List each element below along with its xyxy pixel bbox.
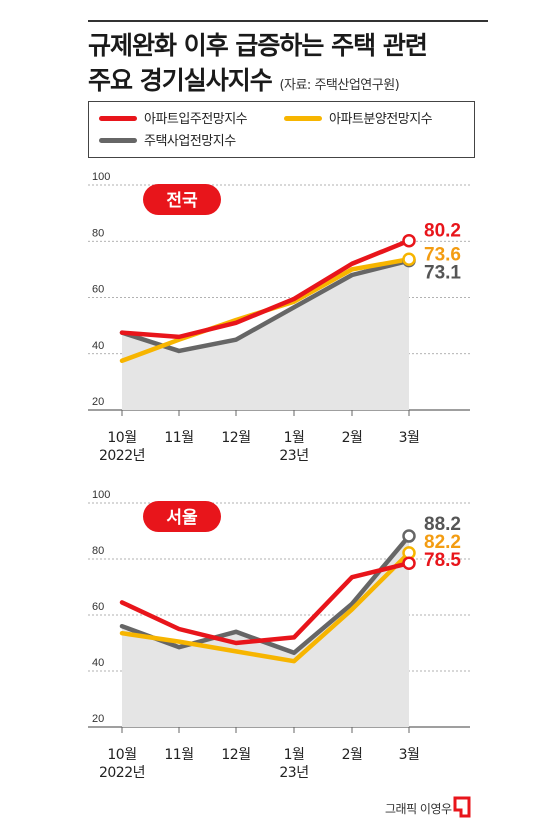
national-x-label: 2022년 [99, 448, 145, 464]
national-series-line-0 [119, 238, 412, 340]
national-title-badge [143, 184, 221, 215]
seoul-end-marker-2 [402, 529, 416, 543]
seoul-x-label: 11월 [164, 747, 193, 763]
seoul-x-label: 12월 [221, 747, 250, 763]
national-x-label: 12월 [221, 430, 250, 446]
national-x-label: 2월 [342, 430, 363, 446]
seoul-x-label: 23년 [279, 765, 308, 781]
national-end-marker-1 [402, 252, 416, 266]
seoul-data-label-1: 82.2 [424, 532, 461, 553]
national-x-label: 23년 [279, 448, 308, 464]
national-x-label: 11월 [164, 430, 193, 446]
legend-label-occupancy: 아파트입주전망지수 [144, 112, 248, 127]
seoul-x-label: 3월 [399, 747, 420, 763]
national-data-label-1: 73.6 [424, 245, 461, 266]
national-x-label: 1월 [284, 430, 305, 446]
seoul-y-tick-label: 60 [92, 601, 104, 613]
seoul-series-line-0 [119, 560, 412, 646]
national-y-tick-label: 80 [92, 227, 104, 239]
seoul-y-tick-label: 100 [92, 489, 110, 501]
national-x-label: 10월 [107, 430, 136, 446]
seoul-chart-title: 서울 [166, 508, 198, 528]
legend-label-presale: 아파트분양전망지수 [329, 112, 433, 127]
seoul-y-tick-label: 40 [92, 657, 104, 669]
national-y-tick-label: 40 [92, 340, 104, 352]
seoul-area-fill [122, 536, 409, 727]
seoul-y-tick-label: 80 [92, 545, 104, 557]
source-note: (자료: 주택산업연구원) [279, 78, 400, 93]
national-data-label-2: 73.1 [424, 263, 461, 284]
page-title: 규제완화 이후 급증하는 주택 관련 주요 경기실사지수 (자료: 주택산업연구… [88, 28, 428, 103]
national-chart-title: 전국 [166, 191, 198, 211]
seoul-x-label: 10월 [107, 747, 136, 763]
seoul-data-label-2: 88.2 [424, 514, 461, 535]
seoul-data-label-0: 78.5 [424, 550, 461, 571]
credit: 그래픽 이영우 [385, 802, 452, 816]
publisher-logo-icon [453, 796, 471, 818]
seoul-title-badge [143, 501, 221, 532]
national-y-tick-label: 60 [92, 284, 104, 296]
legend: 아파트입주전망지수 아파트분양전망지수 주택사업전망지수 [88, 101, 475, 158]
national-area-fill [122, 260, 409, 410]
seoul-end-marker-0 [402, 556, 416, 570]
legend-swatch-housing [99, 138, 137, 143]
national-x-label: 3월 [399, 430, 420, 446]
seoul-series-line-1 [119, 550, 412, 664]
title-line-2: 주요 경기실사지수 [88, 66, 273, 95]
national-data-label-0: 80.2 [424, 221, 461, 242]
seoul-x-label: 2022년 [99, 765, 145, 781]
national-end-marker-0 [402, 233, 416, 248]
seoul-y-tick-label: 20 [92, 713, 104, 725]
seoul-x-label: 1월 [284, 747, 305, 763]
legend-swatch-occupancy [99, 116, 137, 121]
legend-swatch-presale [284, 116, 322, 121]
seoul-x-label: 2월 [342, 747, 363, 763]
title-rule [88, 20, 488, 22]
national-series-line-2 [119, 258, 412, 354]
legend-label-housing: 주택사업전망지수 [144, 134, 236, 149]
national-y-tick-label: 20 [92, 396, 104, 408]
national-y-tick-label: 100 [92, 171, 110, 183]
title-line-1: 규제완화 이후 급증하는 주택 관련 [88, 31, 428, 60]
